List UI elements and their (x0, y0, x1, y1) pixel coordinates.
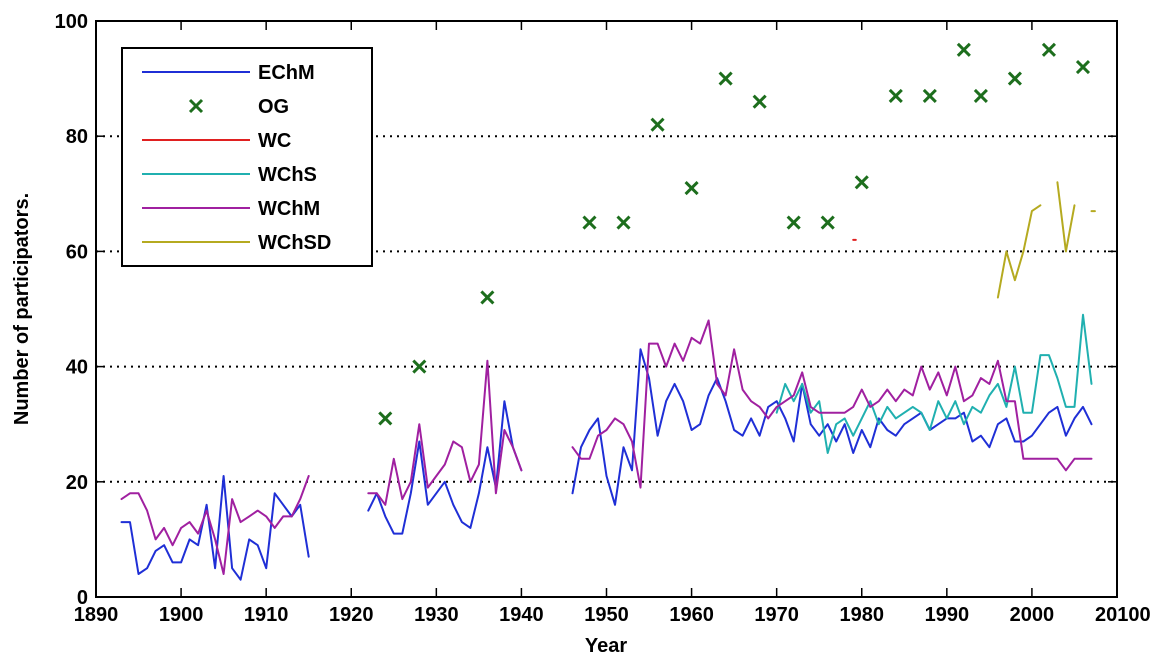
point-og-stroke-b (412, 359, 427, 374)
y-tick-label: 20 (66, 472, 88, 494)
point-og-stroke-b (786, 215, 801, 230)
point-og-stroke-b (718, 71, 733, 86)
point-og-stroke-b (480, 290, 495, 305)
legend-label-og: OG (258, 96, 289, 118)
point-og (650, 117, 665, 132)
point-og (854, 175, 869, 190)
axis-ticks: 1890 1900 1910 1920 1930 1940 1950 1960 1970 1980… (55, 11, 1151, 626)
point-og (1041, 42, 1056, 57)
point-og-stroke-b (378, 411, 393, 426)
point-og-stroke-b (973, 88, 988, 103)
point-og-stroke-b (684, 180, 699, 196)
point-og (412, 359, 427, 374)
point-og (1007, 71, 1022, 86)
point-og (973, 88, 988, 103)
point-og-stroke-b (922, 88, 937, 103)
point-og-stroke-b (888, 88, 903, 103)
legend-box (121, 47, 373, 267)
point-og-stroke-b (1007, 71, 1022, 86)
point-og-stroke-b (752, 94, 767, 109)
x-tick-label: 1910 (244, 604, 289, 626)
point-og (718, 71, 733, 86)
x-tick-label: 1890 (74, 604, 119, 626)
line-wchm (120, 475, 310, 575)
series-og (378, 42, 1091, 426)
line-echm (120, 475, 310, 581)
point-og (1075, 60, 1091, 75)
point-og (480, 290, 495, 305)
series-wchm (120, 319, 1093, 575)
x-tick-label: 20100 (1095, 604, 1151, 626)
series-wchs (775, 313, 1093, 454)
y-tick-label: 100 (55, 11, 88, 33)
point-og-stroke-b (1041, 42, 1056, 57)
line-echm (571, 348, 1093, 506)
x-tick-label: 1960 (669, 604, 714, 626)
point-og (888, 88, 903, 103)
legend-label-wchs: WChS (258, 164, 317, 186)
point-og-stroke-b (956, 42, 971, 57)
point-og (616, 215, 631, 230)
x-tick-label: 1920 (329, 604, 374, 626)
x-tick-label: 1990 (925, 604, 970, 626)
x-tick-label: 1940 (499, 604, 544, 626)
y-tick-label: 60 (66, 241, 88, 263)
series-wchsd (996, 181, 1096, 299)
legend-label-wc: WC (258, 130, 291, 152)
legend-label-wchsd: WChSD (258, 232, 331, 254)
x-tick-label: 1950 (584, 604, 629, 626)
y-tick-label: 80 (66, 126, 88, 148)
x-tick-label: 1900 (159, 604, 204, 626)
point-og (684, 180, 699, 196)
legend-marker-og (188, 98, 204, 114)
y-tick-label: 40 (66, 357, 88, 379)
x-tick-label: 2000 (1010, 604, 1055, 626)
point-og-stroke-b (650, 117, 665, 132)
legend-label-echm: EChM (258, 62, 315, 84)
line-wchsd (996, 204, 1042, 299)
x-tick-label: 1970 (754, 604, 799, 626)
point-og (956, 42, 971, 57)
point-og (786, 215, 801, 230)
point-og-stroke-b (1075, 60, 1091, 75)
point-og (820, 215, 835, 230)
x-tick-label: 1980 (840, 604, 885, 626)
series-layer (120, 42, 1096, 581)
y-tick-label: 0 (77, 587, 88, 609)
point-og (582, 215, 597, 230)
line-wchsd (1056, 181, 1076, 253)
point-og-stroke-b (854, 175, 869, 190)
point-og (378, 411, 393, 426)
point-og-stroke-b (582, 215, 597, 230)
point-og (922, 88, 937, 103)
line-wchm (571, 319, 1093, 489)
legend: EChM OG WC WChS WChM WChSD (121, 47, 373, 267)
point-og-stroke-b (616, 215, 631, 230)
point-og (752, 94, 767, 109)
point-og-stroke-b (820, 215, 835, 230)
legend-marker-og-stroke-b (188, 98, 204, 114)
x-axis-title: Year (585, 635, 627, 657)
y-axis-title: Number of participators. (11, 193, 33, 425)
legend-label-wchm: WChM (258, 198, 320, 220)
line-wchm (367, 359, 523, 506)
line-wchs (775, 313, 1093, 454)
x-tick-label: 1930 (414, 604, 459, 626)
